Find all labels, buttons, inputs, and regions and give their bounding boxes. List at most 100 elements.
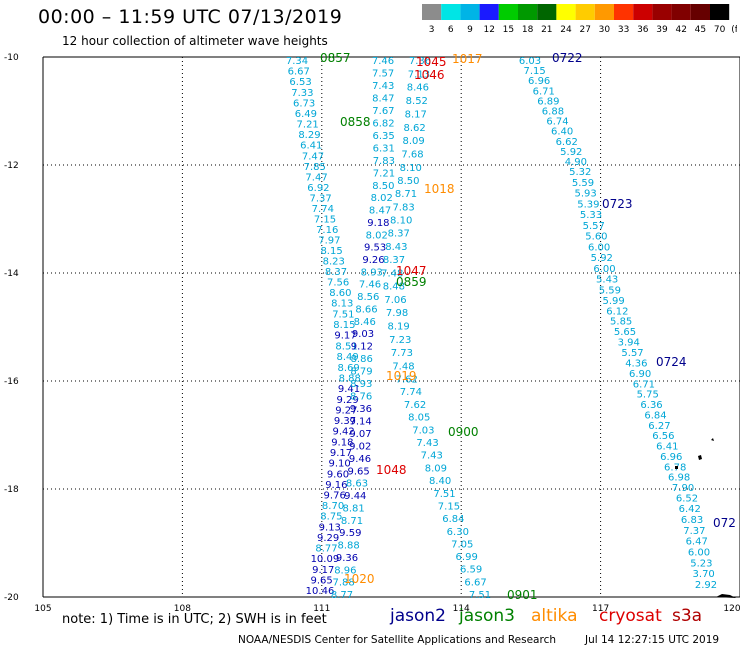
swh-value: 9.17 bbox=[334, 331, 356, 342]
scale-swatch-24 bbox=[556, 4, 576, 20]
swh-value: 7.90 bbox=[672, 483, 694, 494]
pass-label-jason3: 0857 bbox=[320, 51, 351, 65]
swh-value: 8.15 bbox=[333, 320, 355, 331]
swh-value: 9.17 bbox=[312, 565, 334, 576]
scale-label-6: 6 bbox=[448, 25, 454, 35]
swh-value: 8.17 bbox=[405, 109, 427, 120]
scale-label-45: 45 bbox=[695, 25, 706, 35]
swh-value: 8.81 bbox=[342, 503, 364, 514]
swh-value: 8.02 bbox=[366, 230, 388, 241]
swh-value: 9.26 bbox=[362, 255, 384, 266]
scale-label-21: 21 bbox=[541, 25, 552, 35]
swh-value: 8.51 bbox=[335, 341, 357, 352]
map-subtitle: 12 hour collection of altimeter wave hei… bbox=[62, 34, 328, 48]
swh-value: 7.21 bbox=[297, 120, 319, 131]
swh-value: 7.33 bbox=[291, 88, 313, 99]
scale-label-18: 18 bbox=[522, 25, 534, 35]
swh-value: 7.98 bbox=[386, 308, 408, 319]
swh-value: 9.29 bbox=[317, 533, 339, 544]
scale-swatch-39 bbox=[652, 4, 672, 20]
swh-value: 7.13 bbox=[408, 69, 430, 80]
swh-value: 6.56 bbox=[652, 431, 674, 442]
swh-value: 9.65 bbox=[347, 466, 369, 477]
swh-value: 8.71 bbox=[341, 516, 363, 527]
swh-value: 8.19 bbox=[388, 321, 410, 332]
scale-label-3: 3 bbox=[429, 25, 435, 35]
swh-value: 9.03 bbox=[352, 329, 374, 340]
swh-value: 5.43 bbox=[596, 275, 618, 286]
pass-label-altika: 1019 bbox=[386, 369, 417, 383]
swh-value: 8.77 bbox=[315, 544, 337, 555]
pass-label-altika: 1018 bbox=[424, 182, 455, 196]
swh-value: 7.23 bbox=[389, 335, 411, 346]
swh-value: 7.85 bbox=[304, 162, 326, 173]
island-shape bbox=[711, 438, 714, 441]
lon-label: 120 bbox=[723, 604, 740, 614]
swh-value: 6.00 bbox=[688, 547, 710, 558]
scale-swatch-70 bbox=[710, 4, 730, 20]
swh-value: 6.00 bbox=[588, 242, 610, 253]
swh-value: 7.03 bbox=[412, 425, 434, 436]
swh-value: 6.82 bbox=[372, 118, 394, 129]
scale-label-39: 39 bbox=[656, 25, 668, 35]
swh-value: 7.48 bbox=[381, 268, 403, 279]
swh-value: 5.32 bbox=[569, 167, 591, 178]
swh-value: 7.34 bbox=[286, 56, 308, 67]
swh-value: 9.46 bbox=[349, 454, 371, 465]
swh-value: 8.77 bbox=[331, 590, 353, 601]
island-shapes bbox=[675, 438, 736, 598]
swh-value: 8.09 bbox=[425, 463, 447, 474]
swh-value: 9.18 bbox=[367, 218, 389, 229]
swh-value: 7.15 bbox=[523, 66, 545, 77]
swh-value: 7.56 bbox=[327, 278, 349, 289]
swh-value: 8.47 bbox=[369, 206, 391, 217]
pass-label-jason3: 0859 bbox=[396, 275, 427, 289]
swh-value: 7.46 bbox=[372, 56, 394, 67]
swh-value: 9.41 bbox=[338, 384, 360, 395]
lat-label: -16 bbox=[4, 377, 19, 387]
swh-value: 5.92 bbox=[560, 147, 582, 158]
swh-value: 7.57 bbox=[372, 68, 394, 79]
swh-value: 6.35 bbox=[372, 131, 394, 142]
swh-value: 7.62 bbox=[404, 400, 426, 411]
swh-value: 8.88 bbox=[338, 541, 360, 552]
swh-value: 5.60 bbox=[585, 232, 607, 243]
swh-value: 8.75 bbox=[320, 512, 342, 523]
swh-value: 5.33 bbox=[580, 210, 602, 221]
swh-value: 6.96 bbox=[528, 76, 550, 87]
swh-value: 8.70 bbox=[322, 501, 344, 512]
swh-value: 7.06 bbox=[384, 295, 406, 306]
swh-value: 8.09 bbox=[402, 136, 424, 147]
swh-value: 6.31 bbox=[373, 143, 395, 154]
scale-swatch-36 bbox=[633, 4, 653, 20]
color-scale-bar bbox=[422, 4, 730, 20]
swh-value: 8.79 bbox=[350, 367, 372, 378]
swh-value: 6.59 bbox=[460, 565, 482, 576]
swh-value: 7.15 bbox=[314, 215, 336, 226]
swh-value: 9.60 bbox=[327, 469, 349, 480]
swh-value: 8.93 bbox=[361, 267, 383, 278]
lon-label: 114 bbox=[453, 604, 470, 614]
swh-value: 6.84 bbox=[442, 514, 464, 525]
swh-value: 5.39 bbox=[577, 199, 599, 210]
swh-value: 4.36 bbox=[625, 358, 647, 369]
swh-value: 6.71 bbox=[533, 86, 555, 97]
swh-value: 7.21 bbox=[373, 168, 395, 179]
swh-value: 7.51 bbox=[332, 309, 354, 320]
scale-label-9: 9 bbox=[467, 25, 473, 35]
sat-legend-jason2: jason2 bbox=[390, 606, 446, 626]
swh-value: 3.94 bbox=[618, 338, 640, 349]
swh-value: 7.43 bbox=[421, 451, 443, 462]
swh-value: 8.71 bbox=[395, 189, 417, 200]
swh-value: 8.10 bbox=[390, 216, 412, 227]
scale-unit: (ft) bbox=[731, 25, 737, 35]
swh-value: 5.57 bbox=[583, 221, 605, 232]
swh-value: 8.43 bbox=[385, 242, 407, 253]
scale-label-33: 33 bbox=[618, 25, 629, 35]
swh-value: 8.52 bbox=[406, 96, 428, 107]
sat-legend-cryosat: cryosat bbox=[599, 606, 662, 626]
swh-value: 7.37 bbox=[683, 526, 705, 537]
swh-value: 8.76 bbox=[350, 391, 372, 402]
